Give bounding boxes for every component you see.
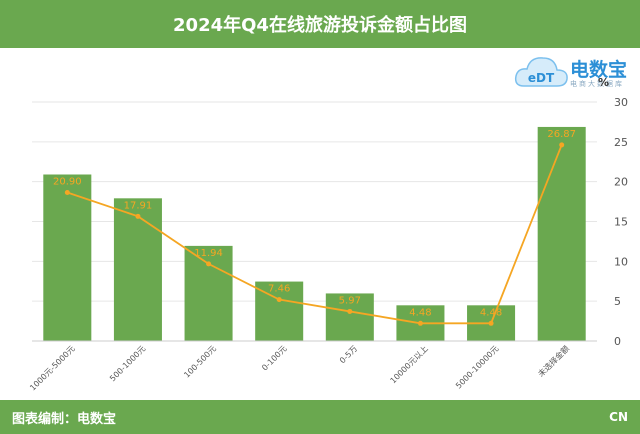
bar <box>184 245 233 341</box>
y-tick-label: 30 <box>614 96 628 109</box>
x-tick-label: 100-500元 <box>182 344 218 380</box>
x-tick-label: 5000-10000元 <box>454 344 500 390</box>
line-point <box>559 142 565 148</box>
line-point <box>417 320 423 326</box>
line-point <box>276 297 282 303</box>
y-tick-label: 10 <box>614 255 628 268</box>
chart-footer: 图表编制：电数宝 CN <box>0 400 640 434</box>
data-label: 11.94 <box>194 248 223 259</box>
bar-line-chart: 0 5 10 15 20 25 30% 20.90 17.91 11.94 7.46 5.97 4.48… <box>28 76 628 393</box>
line-point <box>135 213 141 219</box>
line-point <box>64 189 70 195</box>
x-tick-label: 0-100元 <box>260 344 288 372</box>
x-tick-label: 10000元以上 <box>389 344 430 385</box>
line-point <box>347 308 353 314</box>
chart-title: 2024年Q4在线旅游投诉金额占比图 <box>173 15 467 36</box>
chart-credit: 图表编制：电数宝 <box>12 411 117 427</box>
edianshu-logo: eDT 电数宝 电商大数据库 <box>514 52 636 92</box>
data-label: 26.87 <box>547 129 576 140</box>
line-point <box>488 320 494 326</box>
x-tick-label: 1000元-5000元 <box>28 344 77 393</box>
logo-text: 电数宝 <box>570 59 628 81</box>
data-label: 4.48 <box>480 307 502 318</box>
bar <box>43 174 92 341</box>
y-tick-label: 5 <box>614 295 621 308</box>
bar <box>113 198 162 341</box>
x-tick-label: 500-1000元 <box>108 344 147 383</box>
y-tick-label: 25 <box>614 136 628 149</box>
line-point <box>206 261 212 267</box>
data-label: 5.97 <box>339 295 361 306</box>
data-label: 7.46 <box>268 284 290 295</box>
chart-header: 2024年Q4在线旅游投诉金额占比图 <box>0 0 640 48</box>
y-tick-label: 20 <box>614 176 628 189</box>
logo-letters: eDT <box>528 71 555 85</box>
y-tick-label: 0 <box>614 335 621 348</box>
data-label: 4.48 <box>409 307 431 318</box>
data-label: 20.90 <box>53 176 82 187</box>
x-tick-label: 未选择金额 <box>536 343 571 378</box>
x-tick-label: 0-5万 <box>338 344 359 365</box>
footer-tag: CN <box>609 410 628 424</box>
bar <box>325 293 374 341</box>
bar <box>537 126 586 341</box>
data-label: 17.91 <box>124 200 153 211</box>
y-tick-label: 15 <box>614 216 628 229</box>
y-axis-unit: % <box>598 76 609 89</box>
logo-subtext: 电商大数据库 <box>570 80 624 88</box>
trend-line <box>67 144 563 325</box>
cloud-logo-icon: eDT <box>514 57 568 87</box>
